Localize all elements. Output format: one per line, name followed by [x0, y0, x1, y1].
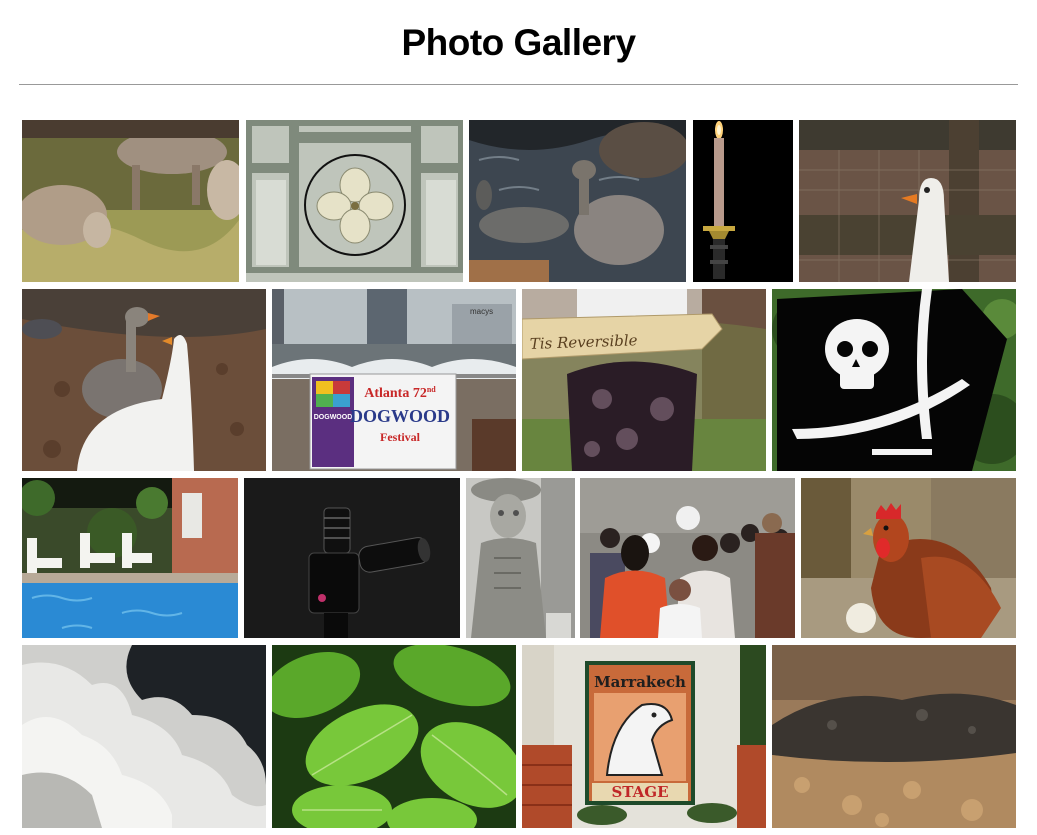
gallery-row: [22, 120, 1016, 282]
camera-lens-photo[interactable]: [243, 478, 460, 638]
pool-chairs-photo[interactable]: [22, 478, 238, 638]
clouds-photo[interactable]: [22, 645, 266, 828]
gallery-row: Marrakech STAGE: [22, 645, 1016, 828]
stage-sign-text: STAGE: [611, 783, 668, 801]
festival-logo-text: DOGWOOD: [314, 414, 353, 421]
reversible-sign-text: Tis Reversible: [530, 331, 638, 353]
gallery-row: DOGWOOD Atlanta 72nd DOGWOOD Festival ma…: [22, 289, 1016, 471]
photo-gallery: DOGWOOD Atlanta 72nd DOGWOOD Festival ma…: [22, 120, 1016, 835]
title-divider: [19, 84, 1018, 85]
pirate-flag-photo[interactable]: [772, 289, 1016, 471]
glass-block-dogwood-photo[interactable]: [245, 120, 463, 282]
crowd-photo[interactable]: [580, 478, 796, 638]
banner-line3: Festival: [380, 430, 421, 444]
dogwood-festival-banner-photo[interactable]: DOGWOOD Atlanta 72nd DOGWOOD Festival ma…: [272, 289, 516, 471]
goats-grazing-photo[interactable]: [22, 120, 239, 282]
page-title: Photo Gallery: [401, 22, 636, 63]
statue-performer-photo[interactable]: [465, 478, 575, 638]
reversible-corset-photo[interactable]: Tis Reversible: [522, 289, 766, 471]
store-sign-text: macys: [470, 307, 493, 316]
banner-line2: DOGWOOD: [350, 406, 450, 426]
soil-pile-photo[interactable]: [772, 645, 1016, 828]
rooster-photo[interactable]: [801, 478, 1016, 638]
marrakech-sign-text: Marrakech: [594, 673, 686, 691]
banner-line1: Atlanta 72nd: [364, 385, 436, 401]
geese-pair-photo[interactable]: [22, 289, 266, 471]
goose-fence-photo[interactable]: [799, 120, 1016, 282]
green-leaves-photo[interactable]: [272, 645, 516, 828]
candle-photo[interactable]: [692, 120, 793, 282]
geese-stream-photo[interactable]: [469, 120, 686, 282]
marrakech-stage-photo[interactable]: Marrakech STAGE: [522, 645, 766, 828]
gallery-row: [22, 478, 1016, 638]
